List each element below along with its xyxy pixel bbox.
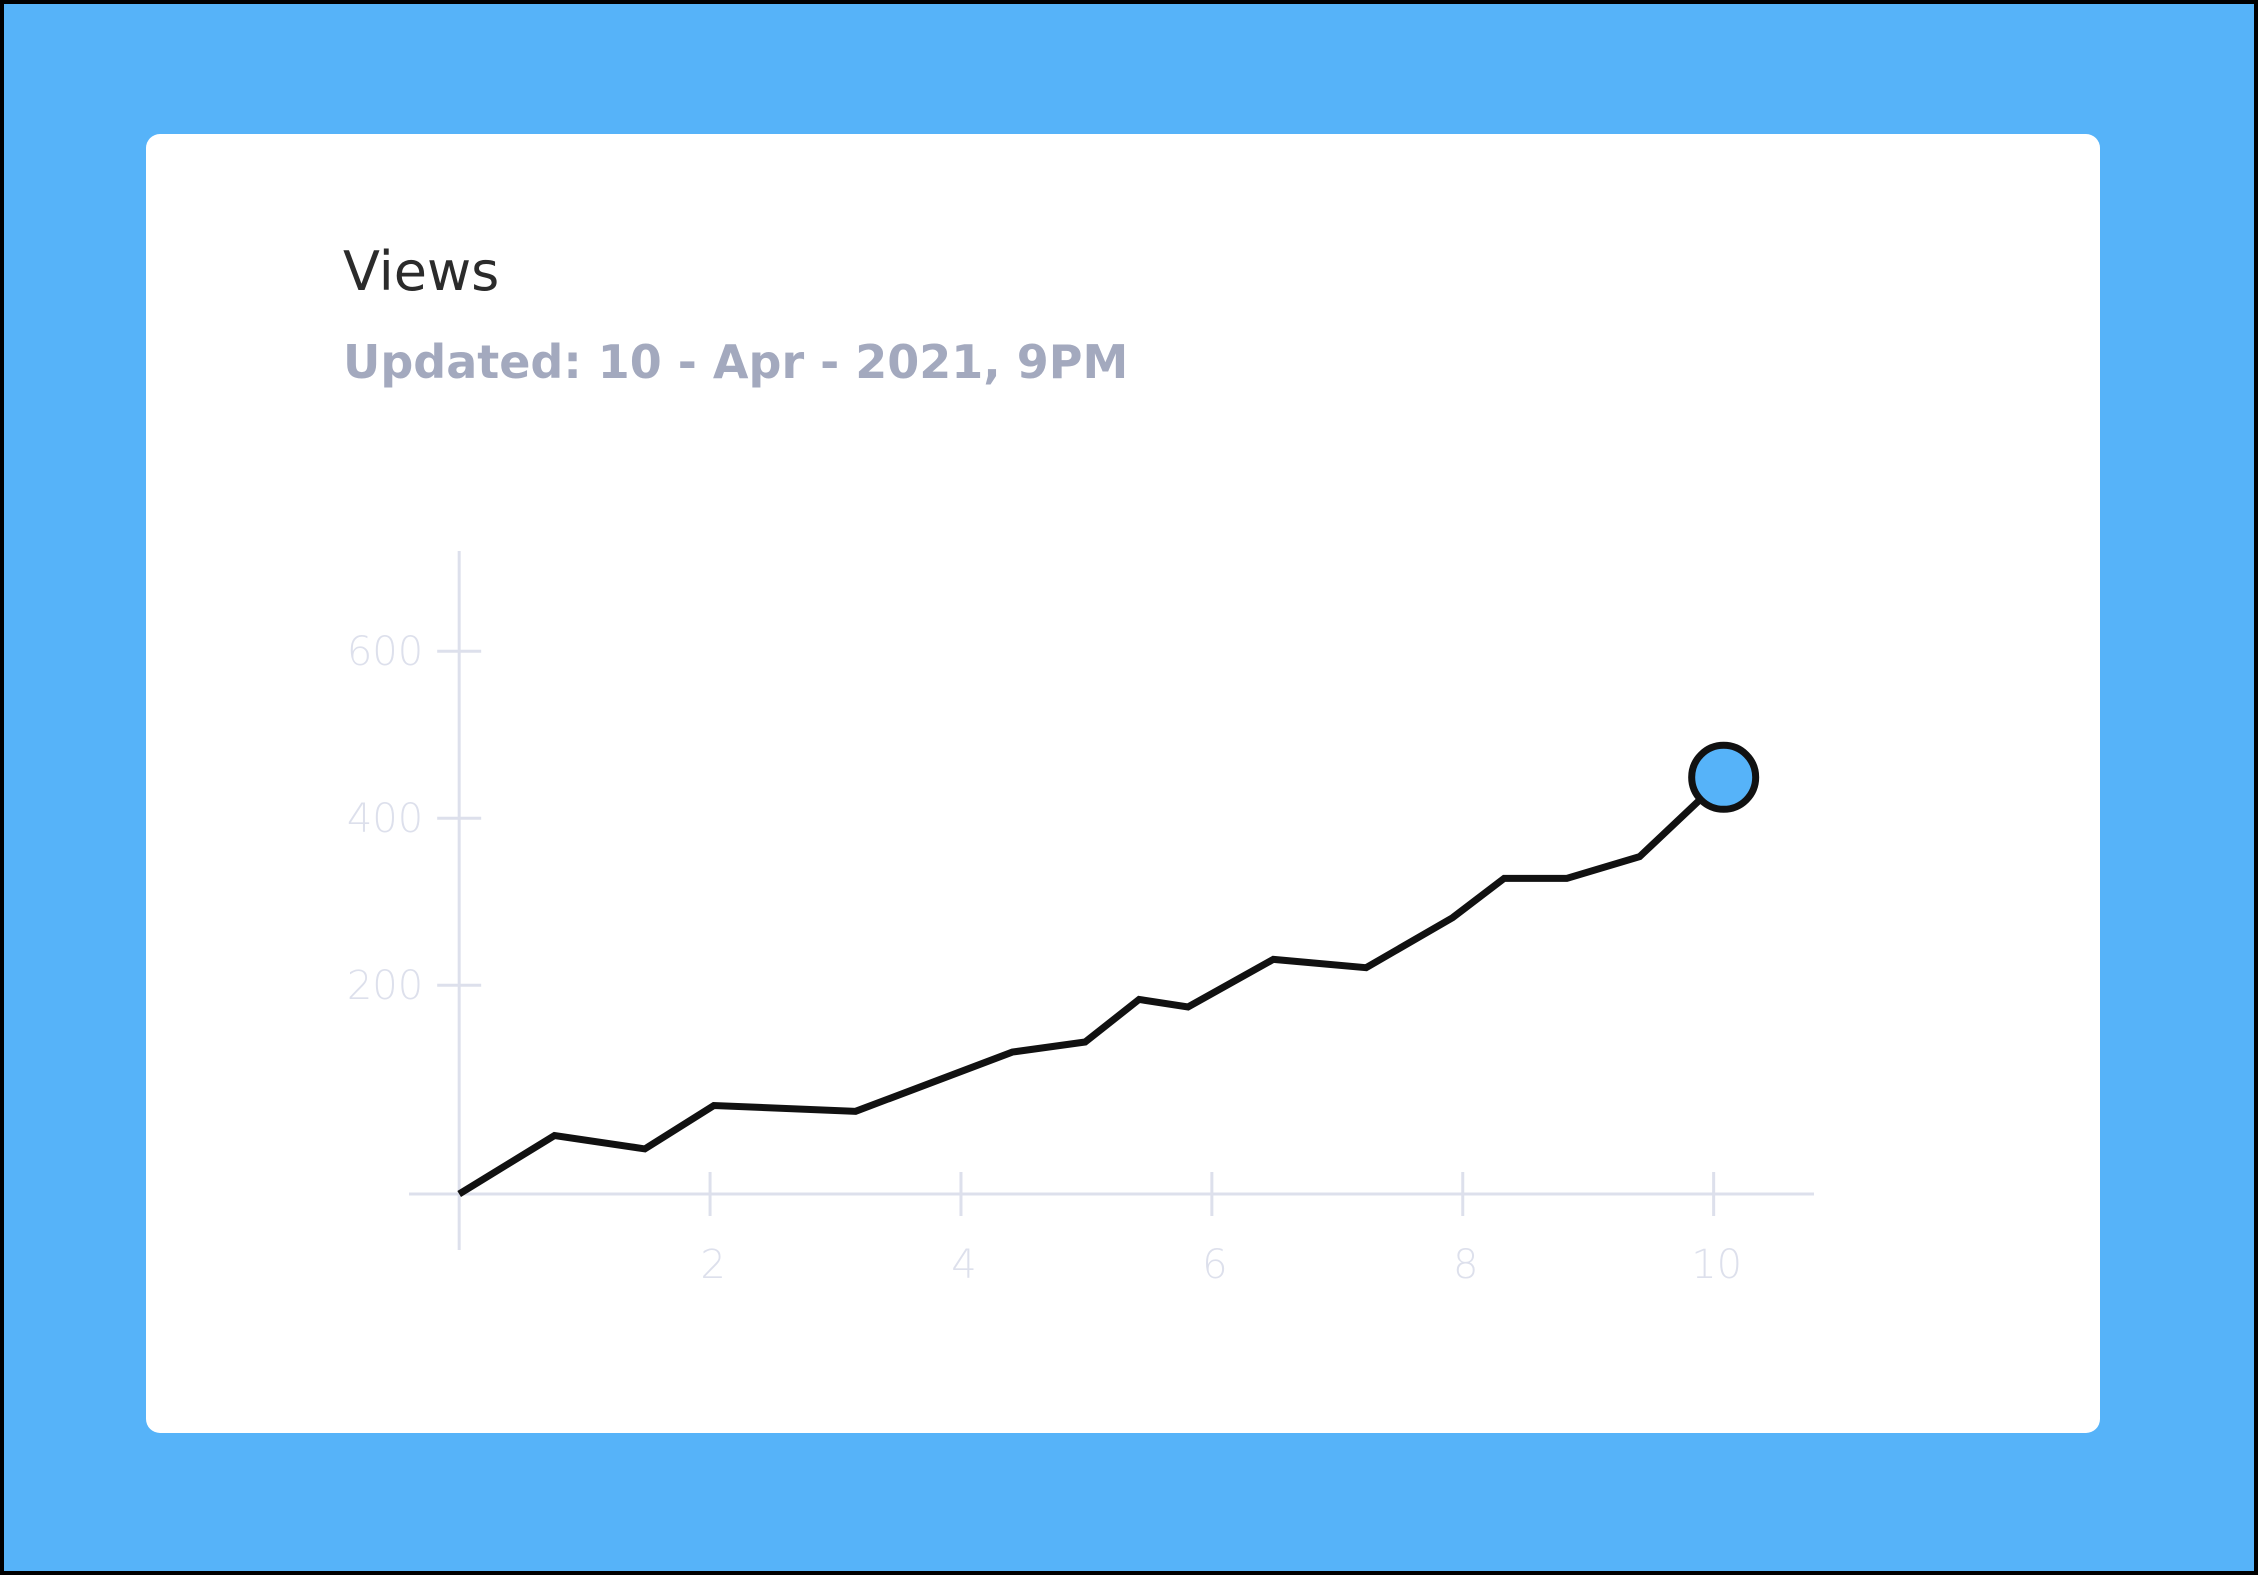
end-marker (1688, 741, 1760, 813)
x-tick-label: 8 (1453, 1242, 1478, 1288)
x-tick-label: 10 (1691, 1242, 1742, 1288)
x-tick-label: 2 (700, 1242, 725, 1288)
x-tick-label: 6 (1202, 1242, 1227, 1288)
x-tick-label: 4 (951, 1242, 976, 1288)
y-tick-label: 200 (347, 963, 423, 1009)
y-tick-label: 600 (347, 629, 423, 675)
chart-title: Views (343, 240, 499, 303)
card (146, 134, 2100, 1433)
y-tick-label: 400 (347, 796, 423, 842)
chart-subtitle: Updated: 10 - Apr - 2021, 9PM (343, 335, 1128, 389)
line (457, 774, 1727, 1197)
